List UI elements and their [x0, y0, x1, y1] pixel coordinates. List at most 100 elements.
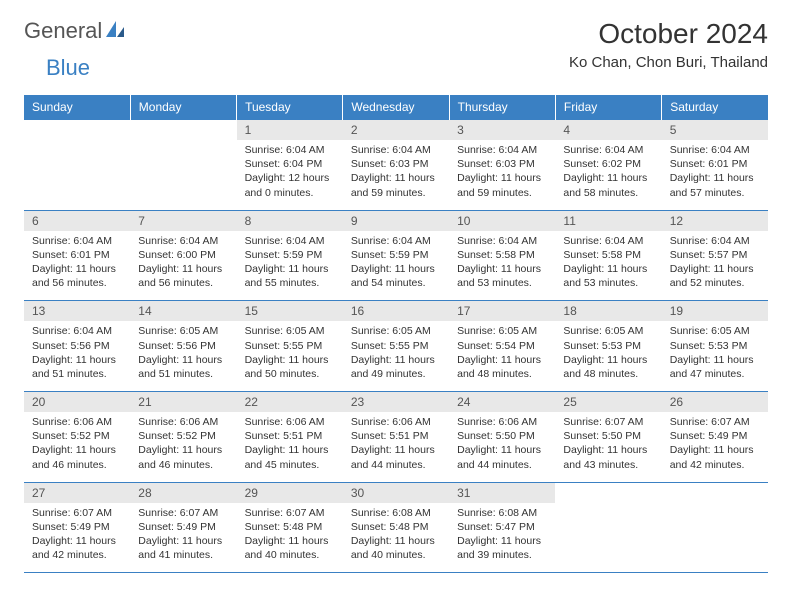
sunrise-text: Sunrise: 6:04 AM — [563, 234, 653, 248]
sunset-text: Sunset: 5:52 PM — [138, 429, 228, 443]
title-block: October 2024 Ko Chan, Chon Buri, Thailan… — [569, 18, 768, 71]
day-header: Monday — [130, 95, 236, 120]
daylight-text: Daylight: 11 hours and 46 minutes. — [32, 443, 122, 471]
day-number-cell: 10 — [449, 210, 555, 231]
day-content-cell: Sunrise: 6:08 AMSunset: 5:48 PMDaylight:… — [343, 503, 449, 573]
sunset-text: Sunset: 5:48 PM — [351, 520, 441, 534]
sunset-text: Sunset: 5:50 PM — [563, 429, 653, 443]
daylight-text: Daylight: 11 hours and 57 minutes. — [670, 171, 760, 199]
sunset-text: Sunset: 5:49 PM — [138, 520, 228, 534]
daylight-text: Daylight: 11 hours and 45 minutes. — [245, 443, 335, 471]
sunrise-text: Sunrise: 6:07 AM — [245, 506, 335, 520]
calendar-table: Sunday Monday Tuesday Wednesday Thursday… — [24, 95, 768, 573]
sunrise-text: Sunrise: 6:04 AM — [457, 234, 547, 248]
day-number-cell: 19 — [662, 301, 768, 322]
day-number-cell: 16 — [343, 301, 449, 322]
day-content-cell: Sunrise: 6:04 AMSunset: 6:03 PMDaylight:… — [449, 140, 555, 210]
day-content-cell: Sunrise: 6:07 AMSunset: 5:48 PMDaylight:… — [237, 503, 343, 573]
day-content-cell: Sunrise: 6:04 AMSunset: 6:01 PMDaylight:… — [662, 140, 768, 210]
daylight-text: Daylight: 11 hours and 58 minutes. — [563, 171, 653, 199]
day-content-cell: Sunrise: 6:06 AMSunset: 5:51 PMDaylight:… — [237, 412, 343, 482]
daylight-text: Daylight: 11 hours and 39 minutes. — [457, 534, 547, 562]
day-content-cell: Sunrise: 6:07 AMSunset: 5:49 PMDaylight:… — [662, 412, 768, 482]
week-content-row: Sunrise: 6:06 AMSunset: 5:52 PMDaylight:… — [24, 412, 768, 482]
sunset-text: Sunset: 6:01 PM — [32, 248, 122, 262]
day-content-cell — [24, 140, 130, 210]
sunset-text: Sunset: 6:03 PM — [351, 157, 441, 171]
daylight-text: Daylight: 11 hours and 40 minutes. — [245, 534, 335, 562]
day-content-cell — [130, 140, 236, 210]
daylight-text: Daylight: 11 hours and 59 minutes. — [457, 171, 547, 199]
sunset-text: Sunset: 5:52 PM — [32, 429, 122, 443]
sunrise-text: Sunrise: 6:04 AM — [138, 234, 228, 248]
daylight-text: Daylight: 11 hours and 48 minutes. — [563, 353, 653, 381]
day-number-cell: 3 — [449, 120, 555, 141]
sunset-text: Sunset: 5:55 PM — [351, 339, 441, 353]
logo-text-general: General — [24, 18, 102, 44]
sunset-text: Sunset: 5:51 PM — [351, 429, 441, 443]
daylight-text: Daylight: 11 hours and 51 minutes. — [138, 353, 228, 381]
day-content-cell: Sunrise: 6:07 AMSunset: 5:49 PMDaylight:… — [130, 503, 236, 573]
sunrise-text: Sunrise: 6:04 AM — [670, 143, 760, 157]
day-content-cell: Sunrise: 6:04 AMSunset: 6:04 PMDaylight:… — [237, 140, 343, 210]
daylight-text: Daylight: 11 hours and 48 minutes. — [457, 353, 547, 381]
sunset-text: Sunset: 5:51 PM — [245, 429, 335, 443]
sunset-text: Sunset: 5:55 PM — [245, 339, 335, 353]
sunset-text: Sunset: 5:49 PM — [670, 429, 760, 443]
daylight-text: Daylight: 11 hours and 41 minutes. — [138, 534, 228, 562]
sunset-text: Sunset: 6:01 PM — [670, 157, 760, 171]
day-number-cell: 17 — [449, 301, 555, 322]
week-number-row: 6789101112 — [24, 210, 768, 231]
logo-sail-icon — [104, 19, 126, 44]
sunrise-text: Sunrise: 6:04 AM — [563, 143, 653, 157]
daylight-text: Daylight: 11 hours and 56 minutes. — [138, 262, 228, 290]
logo-text-blue: Blue — [46, 55, 90, 80]
sunrise-text: Sunrise: 6:06 AM — [32, 415, 122, 429]
week-number-row: 13141516171819 — [24, 301, 768, 322]
day-header: Saturday — [662, 95, 768, 120]
day-number: 6 — [32, 214, 39, 228]
day-number: 22 — [245, 395, 258, 409]
daylight-text: Daylight: 12 hours and 0 minutes. — [245, 171, 335, 199]
day-number: 3 — [457, 123, 464, 137]
day-number: 19 — [670, 304, 683, 318]
daylight-text: Daylight: 11 hours and 51 minutes. — [32, 353, 122, 381]
daylight-text: Daylight: 11 hours and 53 minutes. — [563, 262, 653, 290]
day-header-row: Sunday Monday Tuesday Wednesday Thursday… — [24, 95, 768, 120]
daylight-text: Daylight: 11 hours and 56 minutes. — [32, 262, 122, 290]
sunrise-text: Sunrise: 6:07 AM — [563, 415, 653, 429]
day-number: 11 — [563, 214, 575, 228]
sunrise-text: Sunrise: 6:06 AM — [351, 415, 441, 429]
day-number: 12 — [670, 214, 683, 228]
sunrise-text: Sunrise: 6:07 AM — [670, 415, 760, 429]
day-content-cell: Sunrise: 6:04 AMSunset: 6:02 PMDaylight:… — [555, 140, 661, 210]
day-number: 27 — [32, 486, 45, 500]
daylight-text: Daylight: 11 hours and 43 minutes. — [563, 443, 653, 471]
day-header: Thursday — [449, 95, 555, 120]
day-content-cell: Sunrise: 6:04 AMSunset: 5:59 PMDaylight:… — [343, 231, 449, 301]
day-number-cell: 12 — [662, 210, 768, 231]
day-content-cell: Sunrise: 6:05 AMSunset: 5:55 PMDaylight:… — [343, 321, 449, 391]
day-number: 20 — [32, 395, 45, 409]
sunrise-text: Sunrise: 6:07 AM — [138, 506, 228, 520]
day-header: Wednesday — [343, 95, 449, 120]
week-content-row: Sunrise: 6:04 AMSunset: 5:56 PMDaylight:… — [24, 321, 768, 391]
daylight-text: Daylight: 11 hours and 55 minutes. — [245, 262, 335, 290]
sunset-text: Sunset: 5:57 PM — [670, 248, 760, 262]
day-content-cell: Sunrise: 6:04 AMSunset: 6:03 PMDaylight:… — [343, 140, 449, 210]
day-number-cell: 13 — [24, 301, 130, 322]
sunset-text: Sunset: 5:47 PM — [457, 520, 547, 534]
day-number-cell — [555, 482, 661, 503]
daylight-text: Daylight: 11 hours and 42 minutes. — [32, 534, 122, 562]
day-number: 21 — [138, 395, 151, 409]
daylight-text: Daylight: 11 hours and 42 minutes. — [670, 443, 760, 471]
day-number-cell: 23 — [343, 392, 449, 413]
day-number: 26 — [670, 395, 683, 409]
day-number-cell: 27 — [24, 482, 130, 503]
sunset-text: Sunset: 6:02 PM — [563, 157, 653, 171]
day-number-cell: 28 — [130, 482, 236, 503]
page-title: October 2024 — [569, 18, 768, 50]
sunrise-text: Sunrise: 6:05 AM — [457, 324, 547, 338]
logo: General — [24, 18, 128, 44]
day-number: 16 — [351, 304, 364, 318]
